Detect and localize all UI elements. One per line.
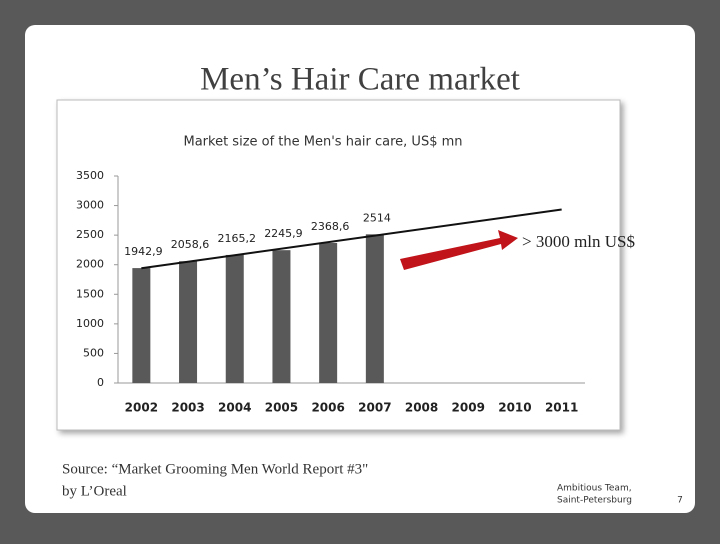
chart-frame	[56, 99, 621, 431]
slide-title: Men’s Hair Care market	[200, 62, 520, 98]
x-tick-label: 2005	[265, 401, 298, 415]
x-tick-label: 2003	[171, 401, 204, 415]
value-label: 2165,2	[218, 232, 257, 245]
value-label: 2368,6	[311, 220, 350, 233]
bar	[319, 242, 338, 383]
x-tick-label: 2007	[358, 401, 391, 415]
trendline	[141, 208, 562, 270]
x-tick-label: 2009	[452, 401, 485, 415]
annotation-arrow	[400, 230, 518, 270]
value-label: 2058,6	[171, 238, 210, 251]
value-label: 2514	[363, 211, 391, 224]
y-tick-label: 3000	[76, 199, 104, 212]
x-tick-label: 2002	[125, 401, 158, 415]
y-tick-label: 3500	[76, 169, 104, 182]
source-line: Source: “Market Grooming Men World Repor…	[62, 461, 368, 477]
bar	[272, 250, 291, 383]
value-label: 1942,9	[124, 245, 163, 258]
x-tick-label: 2006	[311, 401, 344, 415]
y-tick-label: 2500	[76, 228, 104, 241]
page-number: 7	[677, 496, 683, 506]
annotation: > 3000 mln US$	[522, 232, 635, 251]
y-tick-label: 1000	[76, 317, 104, 330]
y-tick-label: 500	[83, 346, 104, 359]
x-tick-label: 2011	[545, 401, 578, 415]
footer-line: Saint-Petersburg	[557, 496, 632, 506]
footer-line: Ambitious Team,	[557, 484, 632, 494]
bar	[132, 268, 151, 383]
x-tick-label: 2008	[405, 401, 438, 415]
bar	[365, 234, 384, 383]
y-tick-label: 2000	[76, 258, 104, 271]
x-tick-label: 2004	[218, 401, 251, 415]
bar	[179, 261, 198, 383]
bar	[225, 254, 244, 383]
chart-title: Market size of the Men's hair care, US$ …	[183, 135, 462, 150]
x-tick-label: 2010	[498, 401, 531, 415]
value-label: 2245,9	[264, 227, 303, 240]
y-tick-label: 1500	[76, 287, 104, 300]
y-tick-label: 0	[97, 376, 104, 389]
source-line: by L’Oreal	[62, 483, 127, 499]
